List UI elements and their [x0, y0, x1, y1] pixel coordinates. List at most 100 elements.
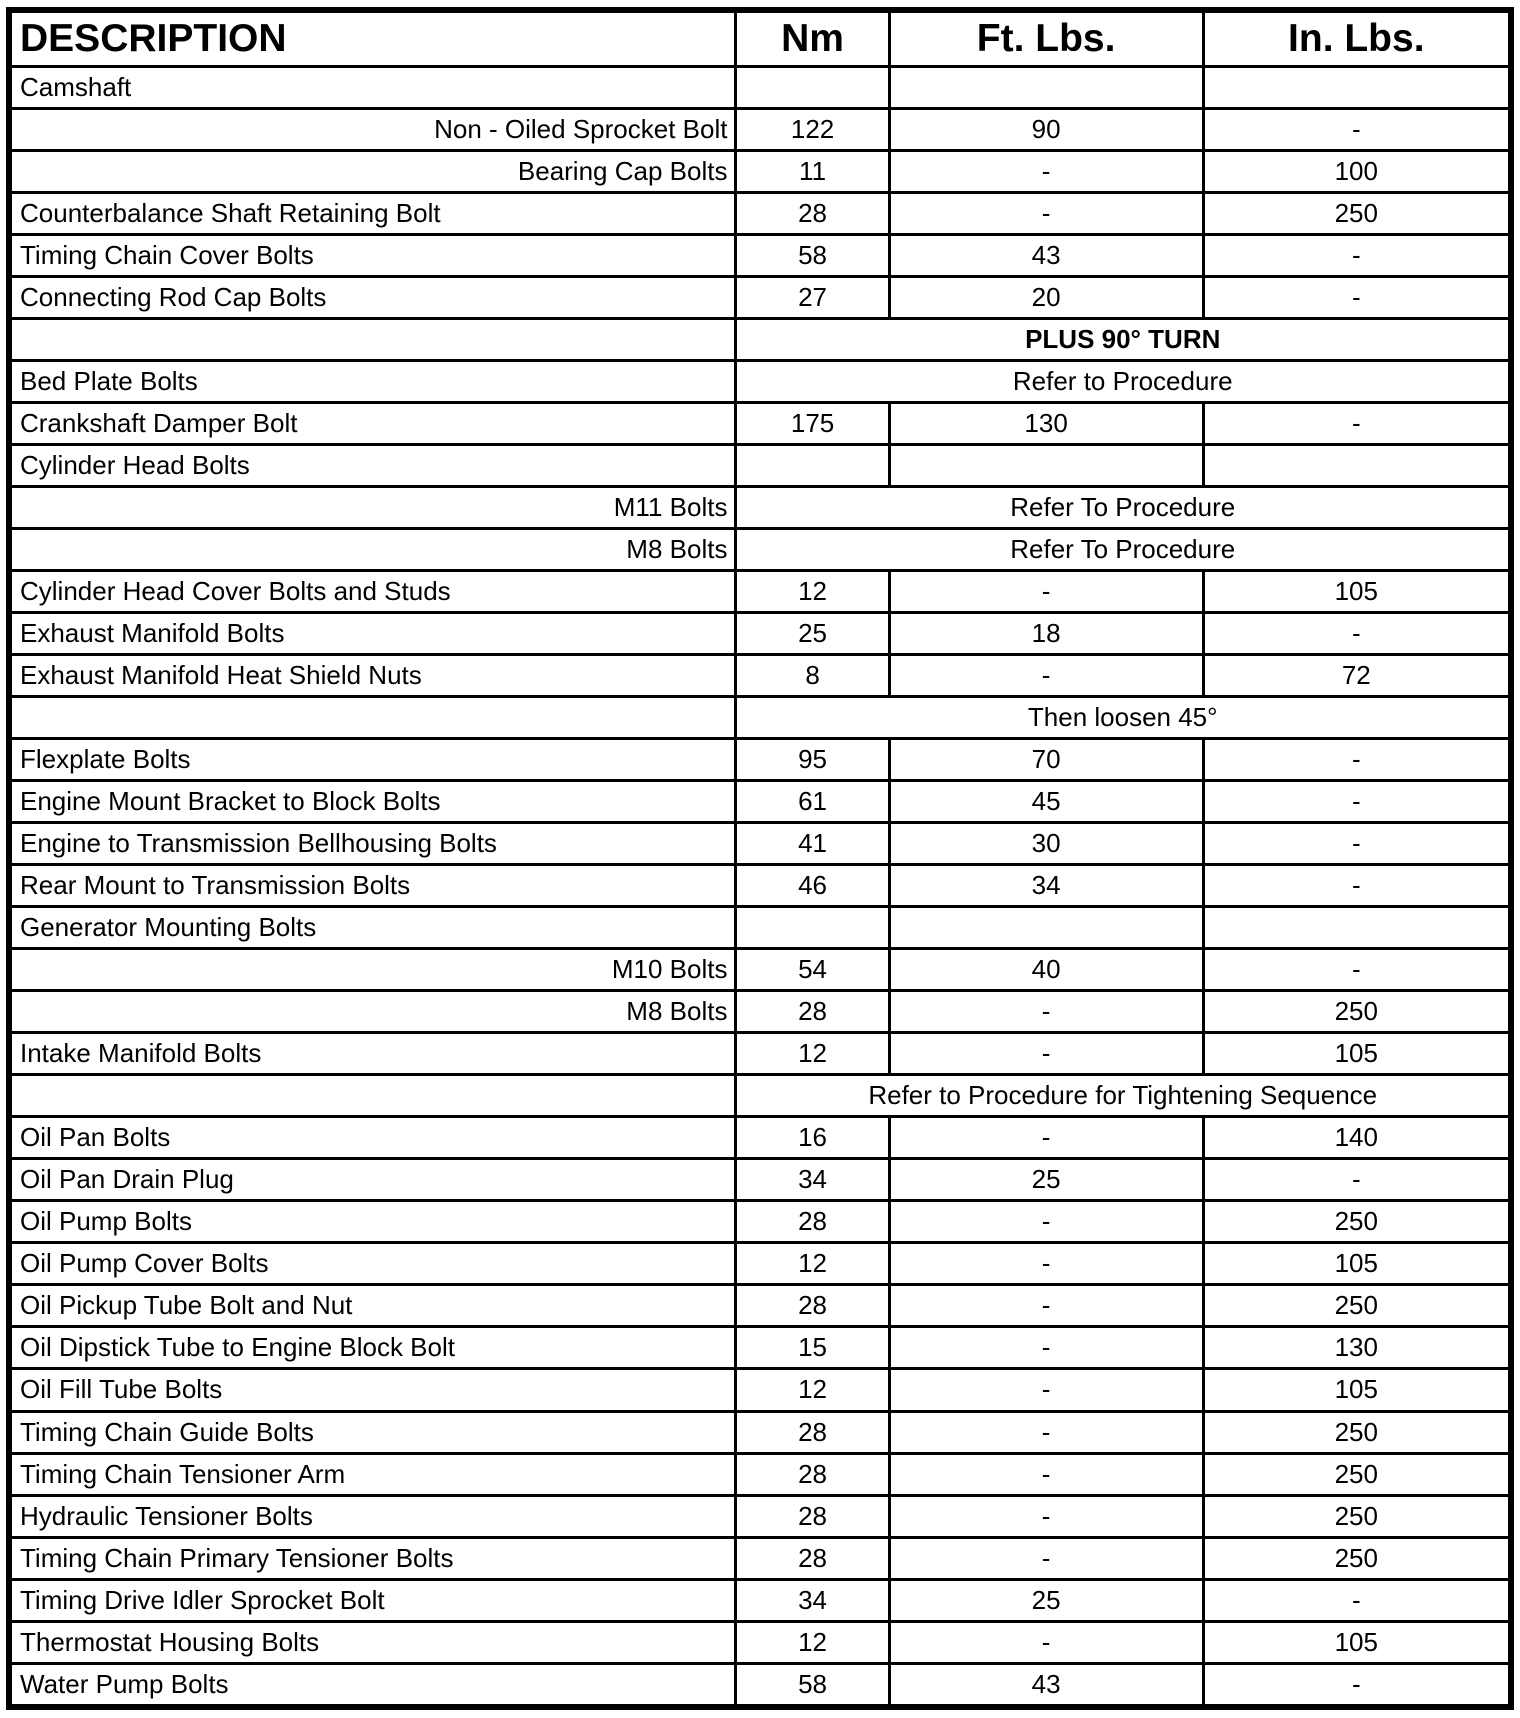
inlbs-value-cell: -: [1201, 1577, 1513, 1623]
table-row: M8 Bolts 28-250: [7, 989, 1513, 1035]
description-cell: [7, 317, 738, 363]
inlbs-value-cell: 250: [1201, 1451, 1513, 1497]
table-row: Rear Mount to Transmission Bolts 46 34-: [7, 863, 1513, 909]
nm-value-cell: 12: [734, 1241, 891, 1287]
ftlbs-value-cell: -: [887, 569, 1205, 615]
table-row: Non - Oiled Sprocket Bolt 122 90-: [7, 107, 1513, 153]
description-cell: Oil Dipstick Tube to Engine Block Bolt: [7, 1325, 738, 1371]
nm-value-cell: 25: [734, 611, 891, 657]
table-row: Counterbalance Shaft Retaining Bolt 28-25…: [7, 191, 1513, 237]
inlbs-value-cell: 105: [1201, 1241, 1513, 1287]
table-row: Timing Chain Guide Bolts 28-250: [7, 1409, 1513, 1455]
ftlbs-value-cell: -: [887, 1241, 1205, 1287]
procedure-note-cell: PLUS 90° TURN: [734, 317, 1513, 363]
inlbs-value-cell: 105: [1201, 1619, 1513, 1665]
ftlbs-value-cell: 40: [887, 947, 1205, 993]
description-cell: Timing Chain Cover Bolts: [7, 233, 738, 279]
description-cell: Engine Mount Bracket to Block Bolts: [7, 779, 738, 825]
nm-value-cell: 12: [734, 1619, 891, 1665]
table-row: Connecting Rod Cap Bolts 27 20-: [7, 275, 1513, 321]
table-row: Refer to Procedure for Tightening Sequen…: [7, 1073, 1513, 1119]
table-row: Timing Chain Primary Tensioner Bolts 28-2…: [7, 1535, 1513, 1581]
description-cell: Cylinder Head Bolts: [7, 443, 738, 489]
inlbs-value-cell: 130: [1201, 1325, 1513, 1371]
procedure-note-cell: Refer To Procedure: [734, 485, 1513, 531]
inlbs-value-cell: 250: [1201, 191, 1513, 237]
nm-value-cell: 122: [734, 107, 891, 153]
nm-value-cell: 28: [734, 1283, 891, 1329]
nm-value-cell: [734, 443, 891, 489]
inlbs-value-cell: [1201, 64, 1513, 111]
ftlbs-value-cell: -: [887, 149, 1205, 195]
nm-value-cell: 54: [734, 947, 891, 993]
table-row: Water Pump Bolts 58 43-: [7, 1661, 1513, 1709]
nm-value-cell: 34: [734, 1157, 891, 1203]
ftlbs-value-cell: -: [887, 1619, 1205, 1665]
nm-value-cell: 28: [734, 191, 891, 237]
table-row: PLUS 90° TURN: [7, 317, 1513, 363]
description-cell: [7, 695, 738, 741]
ftlbs-value-cell: [887, 443, 1205, 489]
ftlbs-value-cell: 18: [887, 611, 1205, 657]
ftlbs-value-cell: -: [887, 1325, 1205, 1371]
table-row: Engine to Transmission Bellhousing Bolts…: [7, 821, 1513, 867]
description-cell: Bed Plate Bolts: [7, 359, 738, 405]
description-cell: Flexplate Bolts: [7, 737, 738, 783]
nm-value-cell: 28: [734, 989, 891, 1035]
description-cell: Timing Chain Primary Tensioner Bolts: [7, 1535, 738, 1581]
table-row: Engine Mount Bracket to Block Bolts 61 45-: [7, 779, 1513, 825]
inlbs-value-cell: -: [1201, 947, 1513, 993]
nm-value-cell: 12: [734, 1367, 891, 1413]
ftlbs-value-cell: 45: [887, 779, 1205, 825]
description-cell: [7, 1073, 738, 1119]
ftlbs-value-cell: [887, 905, 1205, 951]
nm-value-cell: 41: [734, 821, 891, 867]
inlbs-value-cell: 105: [1201, 1031, 1513, 1077]
inlbs-value-cell: 250: [1201, 1199, 1513, 1245]
description-cell: Timing Chain Guide Bolts: [7, 1409, 738, 1455]
inlbs-value-cell: -: [1201, 401, 1513, 447]
table-row: Intake Manifold Bolts 12-105: [7, 1031, 1513, 1077]
nm-value-cell: [734, 905, 891, 951]
inlbs-value-cell: 100: [1201, 149, 1513, 195]
inlbs-value-cell: 105: [1201, 569, 1513, 615]
inlbs-value-cell: -: [1201, 737, 1513, 783]
ftlbs-value-cell: -: [887, 1409, 1205, 1455]
table-row: Generator Mounting Bolts: [7, 905, 1513, 951]
inlbs-value-cell: -: [1201, 611, 1513, 657]
description-cell: Cylinder Head Cover Bolts and Studs: [7, 569, 738, 615]
description-cell: Oil Pickup Tube Bolt and Nut: [7, 1283, 738, 1329]
nm-value-cell: 11: [734, 149, 891, 195]
nm-value-cell: 95: [734, 737, 891, 783]
table-row: M8 Bolts Refer To Procedure: [7, 527, 1513, 573]
description-cell: Oil Pump Bolts: [7, 1199, 738, 1245]
table-row: Thermostat Housing Bolts 12-105: [7, 1619, 1513, 1665]
nm-value-cell: [734, 64, 891, 111]
table-row: Oil Pickup Tube Bolt and Nut 28-250: [7, 1283, 1513, 1329]
table-row: Oil Dipstick Tube to Engine Block Bolt 15…: [7, 1325, 1513, 1371]
inlbs-value-cell: 250: [1201, 1409, 1513, 1455]
sub-item-description-cell: M11 Bolts: [7, 485, 738, 531]
description-cell: Hydraulic Tensioner Bolts: [7, 1493, 738, 1539]
description-cell: Timing Drive Idler Sprocket Bolt: [7, 1577, 738, 1623]
inlbs-value-cell: 140: [1201, 1115, 1513, 1161]
nm-value-cell: 28: [734, 1535, 891, 1581]
procedure-note-cell: Refer To Procedure: [734, 527, 1513, 573]
table-row: Exhaust Manifold Bolts 25 18-: [7, 611, 1513, 657]
nm-value-cell: 8: [734, 653, 891, 699]
inlbs-value-cell: 250: [1201, 1493, 1513, 1539]
ftlbs-value-cell: -: [887, 1367, 1205, 1413]
table-row: Timing Drive Idler Sprocket Bolt 34 25-: [7, 1577, 1513, 1623]
sub-item-description-cell: Non - Oiled Sprocket Bolt: [7, 107, 738, 153]
inlbs-value-cell: -: [1201, 275, 1513, 321]
description-cell: Camshaft: [7, 64, 738, 111]
inlbs-value-cell: [1201, 443, 1513, 489]
nm-value-cell: 28: [734, 1493, 891, 1539]
inlbs-value-cell: -: [1201, 233, 1513, 279]
table-row: Exhaust Manifold Heat Shield Nuts 8-72: [7, 653, 1513, 699]
table-row: Then loosen 45°: [7, 695, 1513, 741]
description-cell: Oil Fill Tube Bolts: [7, 1367, 738, 1413]
ftlbs-value-cell: 34: [887, 863, 1205, 909]
nm-value-cell: 12: [734, 569, 891, 615]
